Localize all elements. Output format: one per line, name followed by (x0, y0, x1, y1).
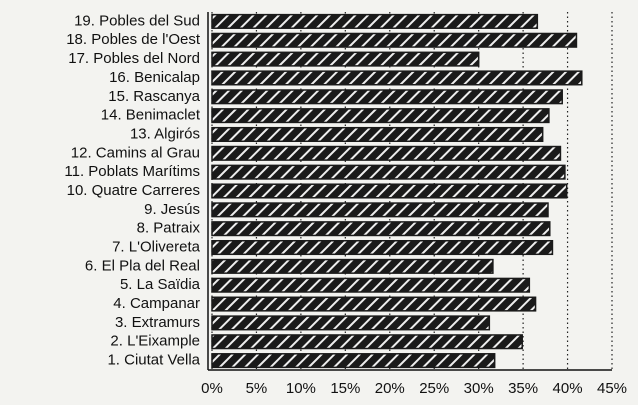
y-tick-label: 3. Extramurs (115, 314, 200, 331)
bar (211, 315, 491, 331)
bar (211, 221, 551, 237)
y-tick-label: 17. Pobles del Nord (68, 50, 200, 67)
bar (211, 277, 531, 293)
y-tick-label: 19. Pobles del Sud (74, 12, 200, 29)
bar (211, 13, 539, 29)
x-tick-label: 30% (464, 380, 494, 397)
bar (211, 334, 523, 350)
bar (211, 70, 583, 86)
bar (211, 183, 568, 199)
y-tick-label: 9. Jesús (144, 201, 200, 218)
x-tick-label: 40% (553, 380, 583, 397)
y-tick-label: 13. Algirós (130, 125, 200, 142)
x-tick-label: 20% (375, 380, 405, 397)
y-tick-label: 18. Pobles de l'Oest (66, 31, 201, 48)
bar (211, 32, 578, 48)
y-tick-label: 7. L'Olivereta (112, 238, 201, 255)
x-tick-label: 0% (201, 380, 223, 397)
bar (211, 353, 496, 369)
y-tick-label: 10. Quatre Carreres (67, 182, 200, 199)
bar (211, 126, 544, 143)
bar (211, 89, 563, 105)
bar (211, 258, 494, 274)
x-tick-label: 35% (508, 380, 538, 397)
x-tick-label: 10% (286, 380, 316, 397)
y-tick-label: 11. Poblats Marítims (64, 163, 200, 180)
bar (211, 145, 562, 161)
bar (211, 164, 566, 180)
bar (211, 239, 554, 256)
bar (211, 202, 549, 218)
y-tick-label: 5. La Saïdia (120, 276, 201, 293)
bar (211, 296, 537, 312)
y-tick-label: 8. Patraix (137, 220, 201, 237)
x-tick-label: 5% (246, 380, 268, 397)
y-tick-label: 15. Rascanya (108, 88, 200, 105)
x-tick-label: 25% (419, 380, 449, 397)
y-tick-label: 14. Benimaclet (101, 107, 201, 124)
y-tick-label: 12. Camins al Grau (71, 144, 200, 161)
x-tick-label: 45% (597, 380, 627, 397)
bar (211, 108, 550, 124)
y-tick-label: 4. Campanar (113, 295, 200, 312)
y-tick-label: 1. Ciutat Vella (107, 352, 200, 369)
bar (211, 51, 480, 67)
x-tick-label: 15% (330, 380, 360, 397)
y-tick-label: 2. L'Eixample (110, 333, 200, 350)
y-tick-label: 6. El Pla del Real (85, 257, 200, 274)
y-tick-label: 16. Benicalap (109, 69, 200, 86)
